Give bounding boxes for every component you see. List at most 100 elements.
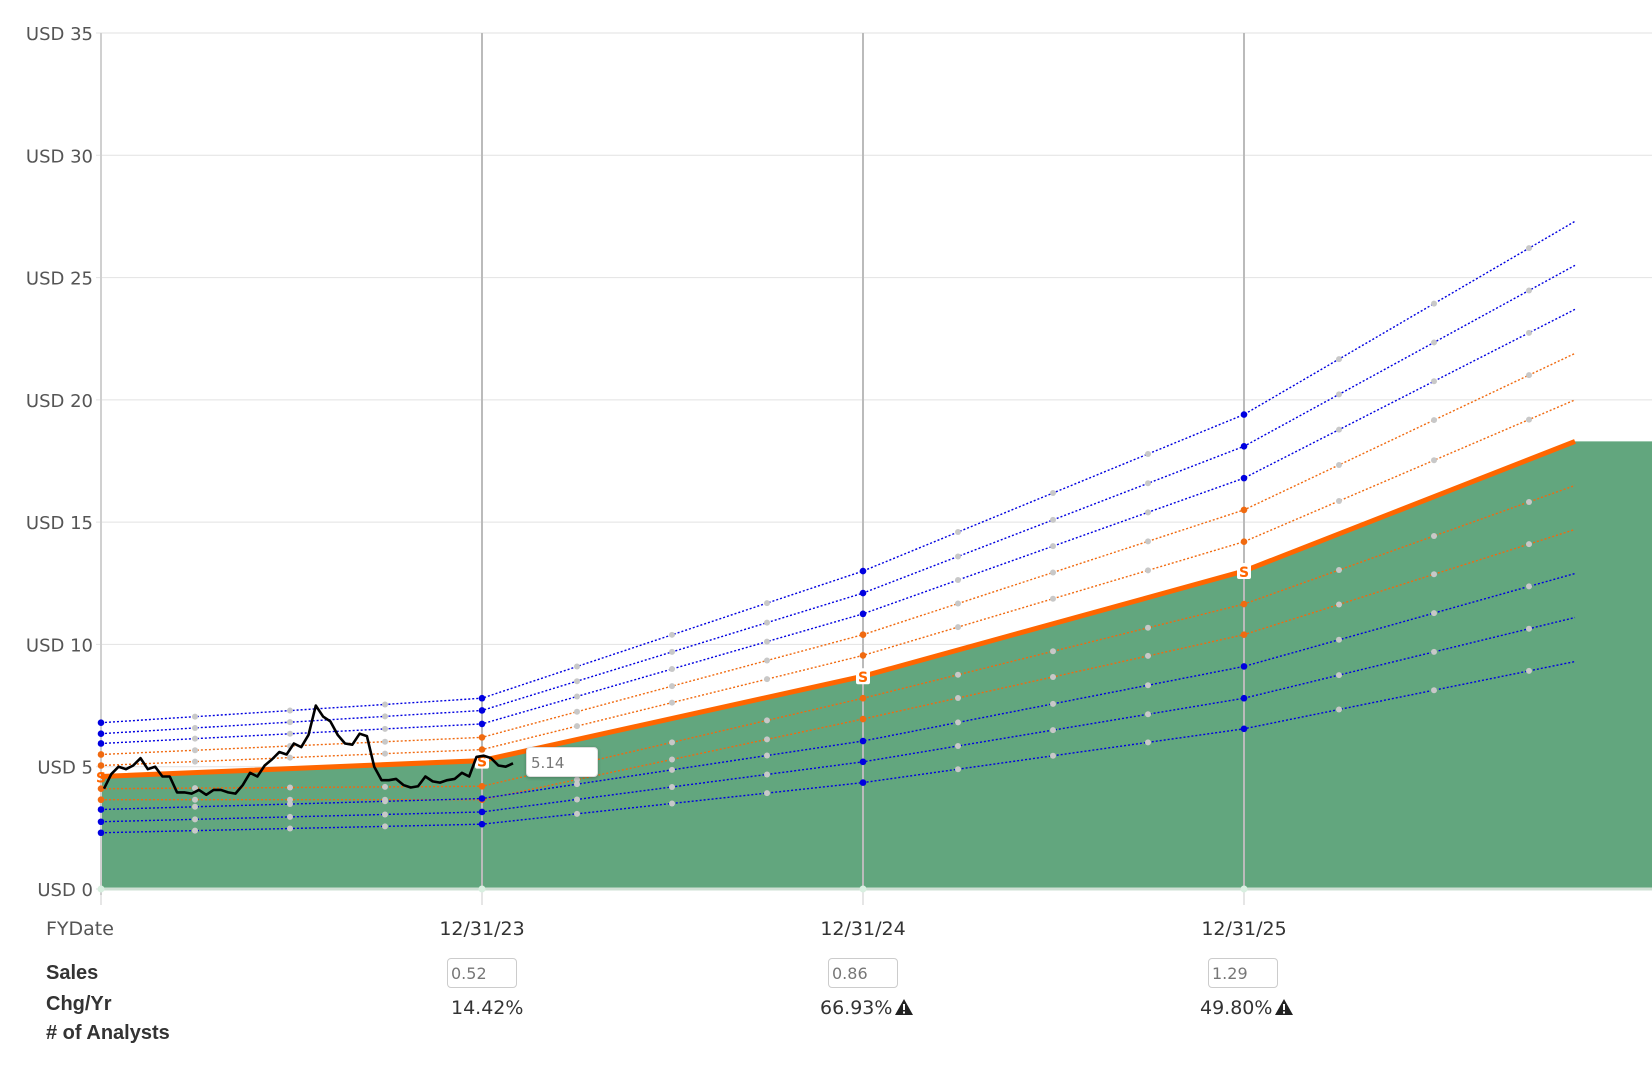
chg-yr-2025: 49.80% <box>1200 997 1294 1019</box>
quarter-dot <box>1050 752 1056 759</box>
quarter-dot <box>1145 480 1151 487</box>
quarter-dot <box>192 827 198 834</box>
quarter-dot <box>1336 567 1342 574</box>
quarter-dot <box>574 810 580 817</box>
s-marker: S <box>477 755 487 771</box>
quarter-dot <box>1336 706 1342 713</box>
multiple-line-dot <box>97 762 105 769</box>
quarter-dot <box>192 713 198 720</box>
s-marker-bg <box>1237 563 1251 580</box>
multiple-line-dot <box>97 806 105 813</box>
quarter-dot <box>669 783 675 790</box>
quarter-dot <box>955 742 961 749</box>
multiple-line-dot <box>859 652 867 659</box>
quarter-dot <box>1145 450 1151 457</box>
quarter-dot <box>1431 648 1437 655</box>
quarter-dot <box>669 756 675 763</box>
value-area-fill <box>101 441 1652 889</box>
quarter-dot <box>1431 532 1437 539</box>
quarter-dot <box>764 771 770 778</box>
quarter-dot <box>192 785 198 792</box>
quarter-dot <box>382 701 388 708</box>
y-tick-label: USD 35 <box>26 24 93 45</box>
quarter-dot <box>192 724 198 731</box>
multiple-line-dot <box>97 785 105 793</box>
quarter-dot <box>287 813 293 820</box>
quarter-dot <box>382 798 388 805</box>
quarter-dot <box>287 730 293 737</box>
quarter-dot <box>955 719 961 726</box>
quarter-dot <box>192 796 198 803</box>
multiple-line-dot <box>859 694 867 702</box>
quarter-dot <box>1336 356 1342 363</box>
multiple-line-dot <box>97 730 105 737</box>
quarter-dot <box>1050 700 1056 707</box>
quarter-dot <box>764 676 770 683</box>
quarter-dot <box>287 719 293 726</box>
quarter-dot <box>764 736 770 743</box>
quarter-dot <box>382 823 388 830</box>
quarter-dot <box>669 666 675 673</box>
quarter-dot <box>669 699 675 706</box>
quarter-dot <box>1526 498 1532 505</box>
multiple-line-dot <box>478 782 486 790</box>
sales-value-2024[interactable]: 0.86 <box>828 958 898 988</box>
quarter-dot <box>192 816 198 823</box>
quarter-dot <box>1431 339 1437 346</box>
quarter-dot <box>1050 727 1056 734</box>
multiple-line-dot <box>1240 663 1248 670</box>
multiple-line-dot <box>859 589 867 597</box>
quarter-dot <box>1431 610 1437 617</box>
quarter-dot <box>1145 624 1151 631</box>
y-tick-label: USD 10 <box>26 635 93 656</box>
y-tick-label: USD 30 <box>26 146 93 167</box>
quarter-dot <box>382 713 388 720</box>
baseline-dot <box>97 885 105 893</box>
quarter-dot <box>574 678 580 685</box>
multiple-line-dot <box>478 694 486 702</box>
sales-value-2023[interactable]: 0.52 <box>447 958 517 988</box>
s-marker: S <box>858 670 868 686</box>
quarter-dot <box>764 619 770 626</box>
multiple-line-dot <box>478 707 486 714</box>
quarter-dot <box>764 717 770 724</box>
quarter-dot <box>1526 416 1532 423</box>
quarter-dot <box>1050 489 1056 496</box>
multiple-line-dot <box>1240 600 1248 608</box>
quarter-dot <box>382 811 388 818</box>
quarter-dot <box>669 800 675 807</box>
quarter-dot <box>574 723 580 730</box>
quarter-dot <box>1336 636 1342 643</box>
quarter-dot <box>382 750 388 757</box>
quarter-dot <box>382 738 388 745</box>
warning-icon <box>1275 999 1294 1015</box>
quarter-dot <box>287 801 293 808</box>
quarter-dot <box>574 781 580 788</box>
quarter-dot <box>955 624 961 631</box>
quarter-dot <box>1431 457 1437 464</box>
y-tick-label: USD 15 <box>26 513 93 534</box>
quarter-dot <box>1050 648 1056 655</box>
quarter-dot <box>574 796 580 803</box>
quarter-dot <box>1145 711 1151 718</box>
quarter-dot <box>1336 672 1342 679</box>
quarter-dot <box>1431 687 1437 694</box>
quarter-dot <box>192 747 198 754</box>
y-tick-label: USD 5 <box>37 758 93 779</box>
multiple-line-dot <box>1240 631 1248 638</box>
chg-yr-2024-value: 66.93% <box>820 997 893 1019</box>
quarter-dot <box>1336 426 1342 433</box>
sales-value-2025[interactable]: 1.29 <box>1208 958 1278 988</box>
multiple-line-6 <box>101 528 1576 801</box>
quarter-dot <box>669 631 675 638</box>
quarter-dot <box>1526 329 1532 336</box>
multiple-line-dot <box>1240 694 1248 702</box>
chg-yr-2024: 66.93% <box>820 997 914 1019</box>
multiple-line-dot <box>859 715 867 723</box>
y-tick-label: USD 20 <box>26 391 93 412</box>
multiple-line-dot <box>1240 443 1248 450</box>
multiple-line-dot <box>1240 411 1248 418</box>
chg-yr-2023: 14.42% <box>451 997 523 1019</box>
quarter-dot <box>1145 652 1151 659</box>
quarter-dot <box>955 766 961 773</box>
